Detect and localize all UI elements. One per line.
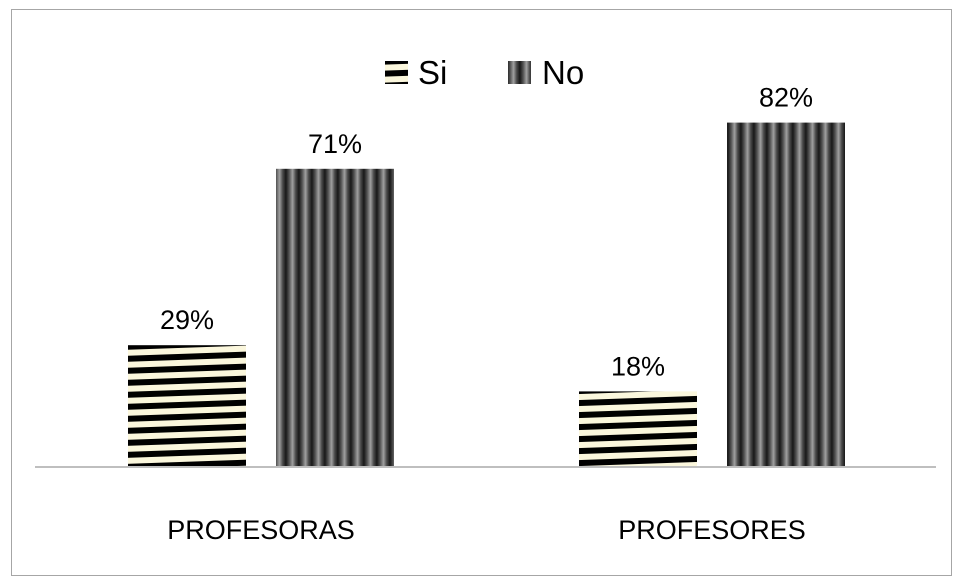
bar-si-profesores	[579, 391, 697, 467]
bar-si-profesoras	[128, 345, 246, 467]
legend-swatch-no	[508, 61, 531, 84]
data-label-si-profesores: 18%	[611, 351, 665, 381]
data-label-no-profesoras: 71%	[308, 129, 362, 159]
legend-swatch-si	[385, 61, 408, 84]
legend: Si No	[385, 54, 584, 91]
x-tick-label-profesoras: PROFESORAS	[167, 515, 355, 545]
legend-label-si: Si	[418, 54, 447, 91]
data-label-no-profesores: 82%	[759, 83, 813, 113]
bar-no-profesoras	[276, 168, 394, 468]
data-label-si-profesoras: 29%	[160, 305, 214, 335]
x-tick-labels-group: PROFESORAS PROFESORES	[167, 515, 806, 545]
bar-no-profesores	[727, 122, 845, 467]
data-labels-group: 29% 71% 18% 82%	[160, 83, 813, 382]
legend-label-no: No	[542, 54, 584, 91]
x-tick-label-profesores: PROFESORES	[618, 515, 806, 545]
bars-group	[128, 122, 845, 468]
